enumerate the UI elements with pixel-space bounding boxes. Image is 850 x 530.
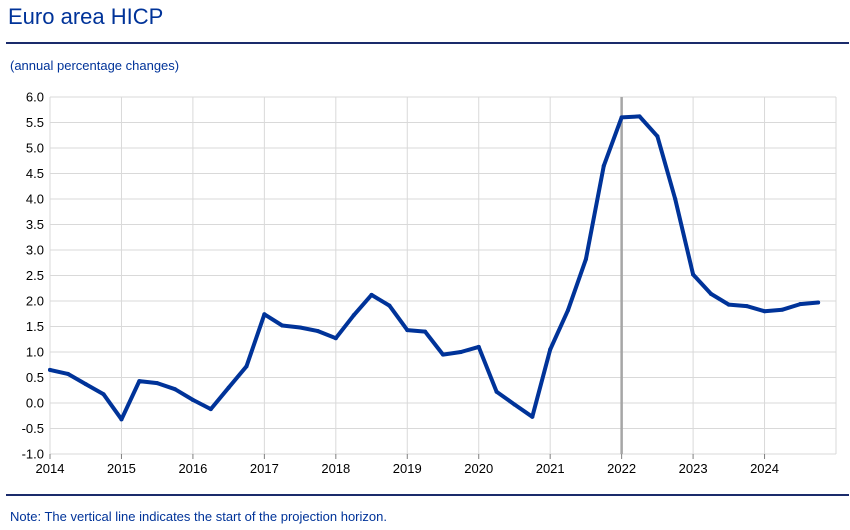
data-point <box>637 114 642 119</box>
footer-rule <box>6 494 849 496</box>
data-point <box>780 307 785 312</box>
data-point <box>708 291 713 296</box>
y-tick-label: 5.0 <box>26 141 44 156</box>
x-tick-label: 2022 <box>607 461 636 476</box>
data-point <box>566 308 571 313</box>
gridlines <box>49 96 837 455</box>
data-point <box>333 336 338 341</box>
data-point <box>101 392 106 397</box>
data-point <box>816 300 821 305</box>
data-point <box>619 115 624 120</box>
data-point <box>315 329 320 334</box>
x-tick-label: 2015 <box>107 461 136 476</box>
data-point <box>673 197 678 201</box>
page-title: Euro area HICP <box>8 4 164 29</box>
data-point <box>762 309 767 314</box>
y-axis-labels: -1.0 -0.5 0.0 0.5 1.0 1.5 2.0 2.5 3.0 3.5 4.0 4.5 5.… <box>22 90 44 462</box>
y-tick-label: 4.0 <box>26 192 44 207</box>
data-point <box>441 352 445 357</box>
data-point <box>48 367 52 372</box>
x-tick-label: 2017 <box>250 461 279 476</box>
data-point <box>298 325 303 330</box>
footnote: Note: The vertical line indicates the st… <box>10 509 387 524</box>
y-tick-label: 2.5 <box>26 268 44 283</box>
data-point <box>280 323 285 328</box>
y-tick-label: 3.5 <box>26 217 44 232</box>
y-tick-label: -1.0 <box>22 447 44 462</box>
data-point <box>244 364 249 369</box>
y-tick-label: 1.5 <box>26 319 44 334</box>
y-tick-label: 5.5 <box>26 115 44 130</box>
data-point <box>226 385 231 390</box>
data-point <box>476 344 481 349</box>
y-tick-label: 4.5 <box>26 166 44 181</box>
data-point <box>494 389 499 394</box>
data-point <box>691 272 696 277</box>
data-point <box>369 292 374 297</box>
x-axis-labels: 2014 2015 2016 2017 2018 2019 2020 2021 2022 2023… <box>36 461 779 476</box>
data-point <box>601 163 606 168</box>
data-point <box>351 313 356 318</box>
data-point <box>173 387 178 392</box>
series-line <box>48 114 821 422</box>
series-layer <box>48 114 821 422</box>
y-tick-label: -0.5 <box>22 421 44 436</box>
y-tick-label: 6.0 <box>26 90 44 105</box>
data-point <box>655 134 660 139</box>
y-tick-label: 0.5 <box>26 370 44 385</box>
data-points <box>48 114 821 422</box>
data-point <box>119 417 124 422</box>
data-point <box>405 328 410 333</box>
data-point <box>458 350 463 354</box>
data-point <box>423 329 428 334</box>
data-point <box>262 312 267 317</box>
data-point <box>65 371 70 376</box>
y-tick-label: 3.0 <box>26 243 44 258</box>
data-point <box>726 302 731 307</box>
data-point <box>744 304 749 309</box>
x-tick-label: 2021 <box>536 461 565 476</box>
data-point <box>190 397 195 402</box>
x-tick-label: 2014 <box>36 461 65 476</box>
x-tick-label: 2023 <box>679 461 708 476</box>
data-point <box>83 382 88 387</box>
y-tick-label: 1.0 <box>26 345 44 360</box>
header-rule <box>6 42 849 44</box>
data-point <box>583 257 588 262</box>
data-point <box>530 414 535 419</box>
data-point <box>155 381 160 386</box>
data-point <box>137 379 142 384</box>
x-tick-label: 2016 <box>178 461 207 476</box>
x-tick-label: 2020 <box>464 461 493 476</box>
x-tick-label: 2018 <box>321 461 350 476</box>
data-point <box>387 303 392 308</box>
data-point <box>798 302 803 307</box>
x-tick-label: 2019 <box>393 461 422 476</box>
y-tick-label: 0.0 <box>26 396 44 411</box>
chart-subtitle: (annual percentage changes) <box>10 58 180 73</box>
y-tick-label: 2.0 <box>26 294 44 309</box>
x-tick-label: 2024 <box>750 461 779 476</box>
data-point <box>512 402 517 407</box>
data-point <box>208 407 213 412</box>
data-point <box>548 347 553 352</box>
x-axis-ticks <box>49 454 766 459</box>
